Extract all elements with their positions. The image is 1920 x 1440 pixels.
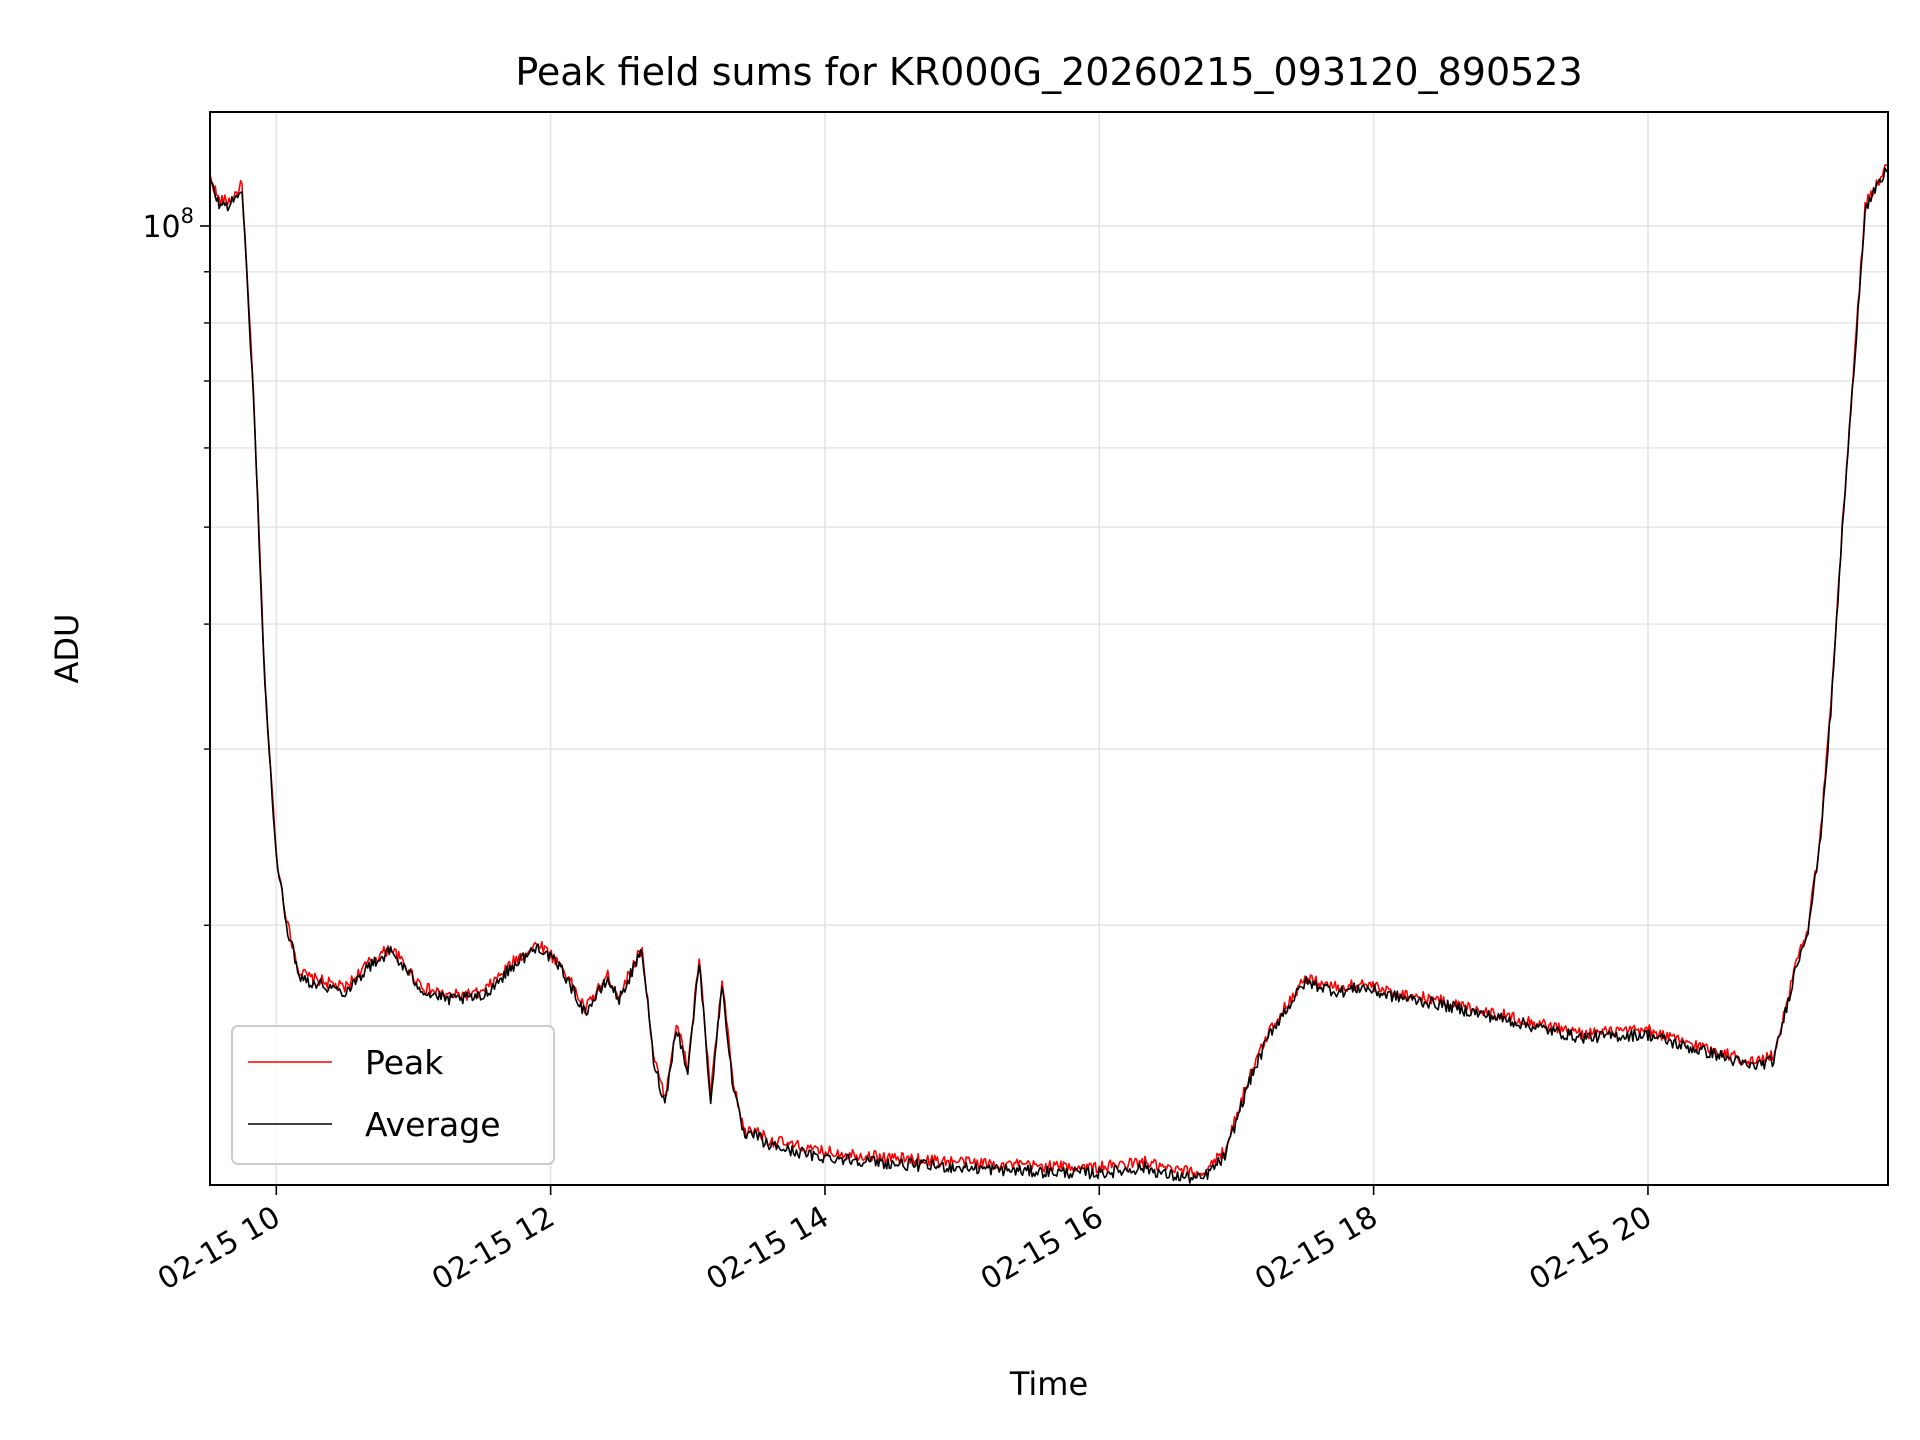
- plot-frame: [209, 111, 1889, 1186]
- x-axis-label: Time: [1009, 1365, 1088, 1403]
- y-tick-base: 10: [142, 210, 180, 245]
- chart-title: Peak field sums for KR000G_20260215_0931…: [515, 50, 1582, 94]
- legend: Peak Average: [231, 1025, 555, 1165]
- y-axis-label: ADU: [48, 614, 86, 684]
- legend-label-average: Average: [365, 1105, 501, 1144]
- legend-box: [231, 1025, 555, 1165]
- legend-label-peak: Peak: [365, 1043, 444, 1082]
- series-line-average: [210, 167, 1888, 1184]
- y-tick-label: 108: [142, 204, 194, 245]
- grid: [210, 112, 1888, 1185]
- y-tick-exponent: 8: [181, 204, 194, 228]
- series-layer: [210, 164, 1888, 1184]
